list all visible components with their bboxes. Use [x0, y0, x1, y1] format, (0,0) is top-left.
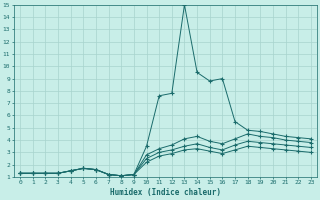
X-axis label: Humidex (Indice chaleur): Humidex (Indice chaleur) [110, 188, 221, 197]
